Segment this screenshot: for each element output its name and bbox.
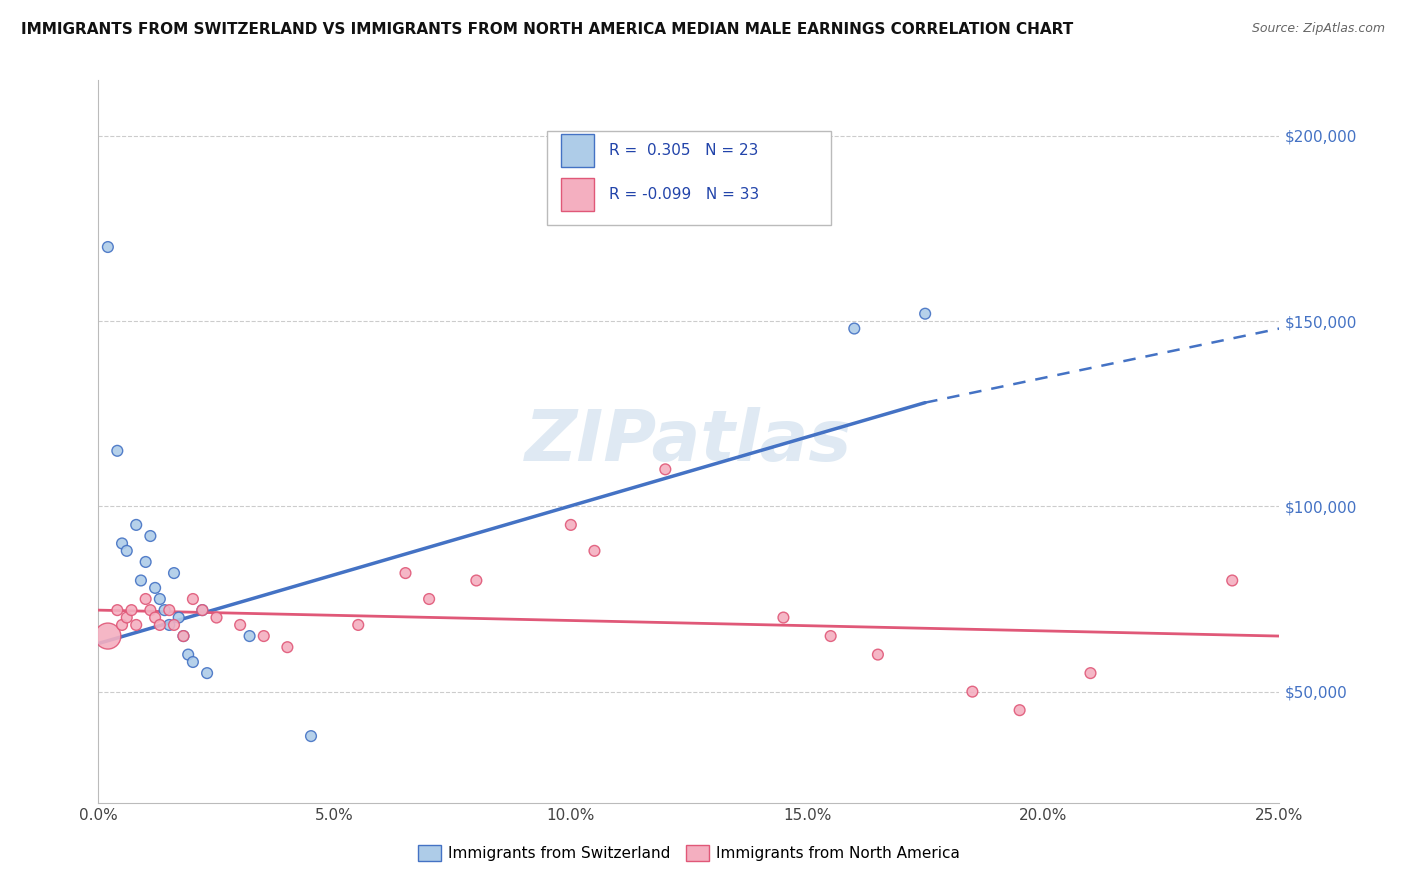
Point (135, 592, 157, 607)
Point (844, 321, 866, 335)
Point (167, 610, 190, 624)
FancyBboxPatch shape (561, 178, 595, 211)
Point (1220, 574, 1243, 588)
Point (149, 592, 172, 607)
Point (914, 307, 936, 321)
Point (181, 655, 204, 669)
Point (139, 529, 162, 543)
Point (97, 240, 120, 254)
Text: R =  0.305   N = 23: R = 0.305 N = 23 (609, 143, 758, 158)
Point (583, 544, 606, 558)
Point (347, 618, 370, 632)
Point (153, 603, 176, 617)
Point (105, 603, 128, 617)
FancyBboxPatch shape (561, 134, 595, 167)
Point (163, 618, 186, 632)
Point (157, 618, 180, 632)
Point (195, 666, 218, 681)
Text: Source: ZipAtlas.com: Source: ZipAtlas.com (1251, 22, 1385, 36)
Point (654, 462, 676, 476)
Point (239, 629, 262, 643)
Point (111, 618, 134, 632)
Point (125, 618, 148, 632)
Point (191, 603, 214, 617)
Text: R = -0.099   N = 33: R = -0.099 N = 33 (609, 187, 759, 202)
Point (276, 640, 298, 655)
Point (229, 618, 252, 632)
Point (115, 610, 138, 624)
Point (465, 574, 488, 588)
Legend: Immigrants from Switzerland, Immigrants from North America: Immigrants from Switzerland, Immigrants … (412, 839, 966, 867)
Point (143, 610, 166, 624)
Point (97, 629, 120, 643)
Text: ZIPatlas: ZIPatlas (526, 407, 852, 476)
Point (149, 618, 172, 632)
Point (560, 517, 582, 532)
Point (172, 629, 194, 643)
Point (962, 684, 984, 698)
Point (139, 603, 162, 617)
Point (105, 443, 128, 458)
Point (205, 610, 228, 624)
Point (181, 592, 204, 607)
Point (157, 603, 180, 617)
Point (1008, 703, 1031, 717)
Point (143, 581, 166, 595)
Point (394, 566, 416, 580)
Point (135, 555, 157, 569)
Text: IMMIGRANTS FROM SWITZERLAND VS IMMIGRANTS FROM NORTH AMERICA MEDIAN MALE EARNING: IMMIGRANTS FROM SWITZERLAND VS IMMIGRANT… (21, 22, 1073, 37)
Point (177, 648, 200, 662)
Point (115, 544, 138, 558)
Point (111, 536, 134, 550)
FancyBboxPatch shape (547, 131, 831, 225)
Point (299, 729, 322, 743)
Point (772, 610, 794, 624)
Point (163, 566, 186, 580)
Point (129, 574, 152, 588)
Point (172, 629, 194, 643)
Point (418, 592, 440, 607)
Point (866, 648, 889, 662)
Point (121, 603, 143, 617)
Point (125, 517, 148, 532)
Point (820, 629, 842, 643)
Point (253, 629, 276, 643)
Point (1080, 666, 1102, 681)
Point (191, 603, 214, 617)
